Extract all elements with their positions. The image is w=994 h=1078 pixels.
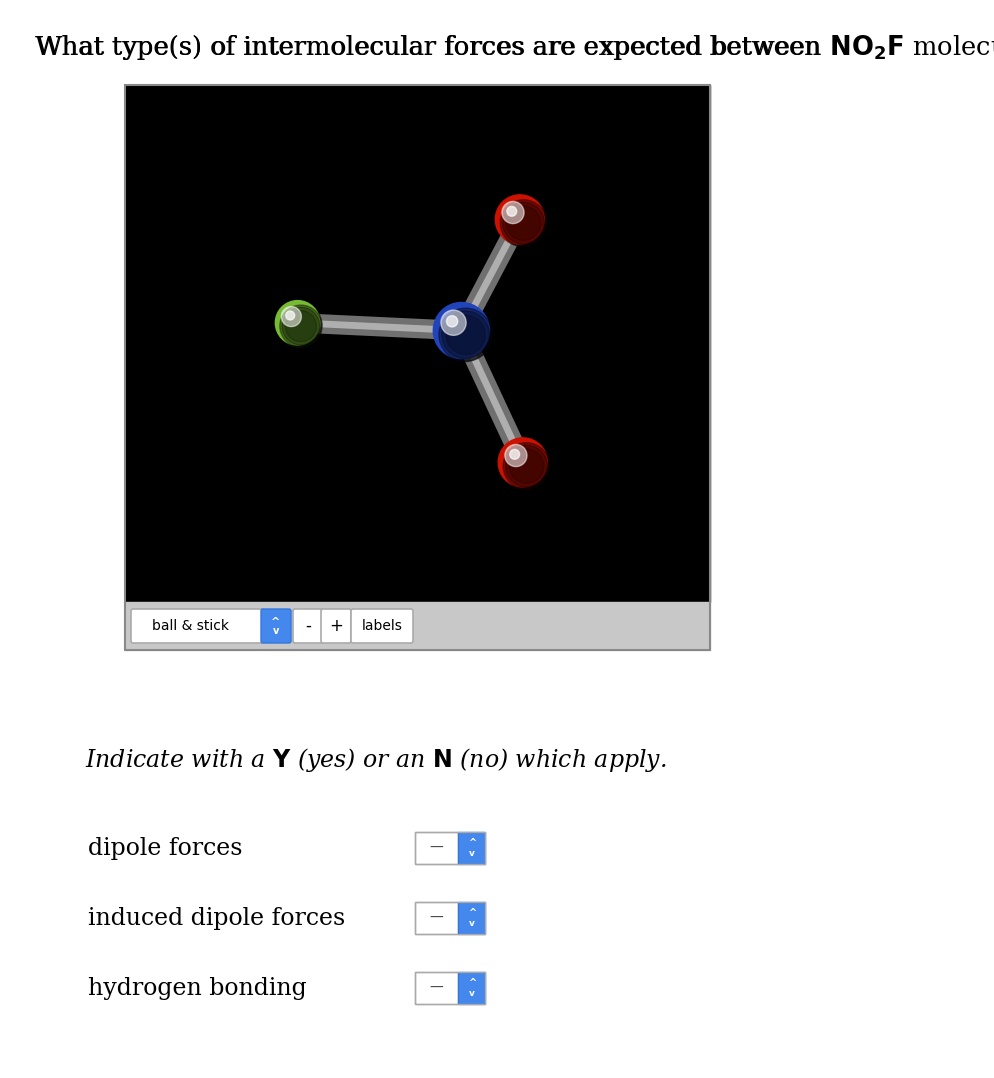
Text: hydrogen bonding: hydrogen bonding [88, 977, 307, 999]
Text: ^: ^ [271, 617, 280, 627]
Circle shape [510, 450, 520, 459]
Circle shape [503, 203, 545, 244]
FancyBboxPatch shape [261, 609, 291, 642]
Circle shape [436, 305, 492, 361]
Bar [125, 602, 710, 650]
Bar [415, 902, 485, 934]
Circle shape [501, 440, 550, 489]
Bar [125, 85, 710, 650]
Circle shape [441, 310, 466, 335]
Text: ^: ^ [467, 978, 476, 989]
Text: —: — [429, 981, 443, 995]
Text: v: v [272, 626, 279, 636]
Text: ^: ^ [467, 908, 476, 918]
Text: What type(s) of intermolecular forces are expected between: What type(s) of intermolecular forces ar… [35, 34, 829, 59]
Text: —: — [429, 911, 443, 925]
Bar [125, 85, 710, 602]
Circle shape [502, 202, 524, 223]
Bar [415, 972, 458, 1004]
Circle shape [285, 310, 316, 342]
Circle shape [286, 312, 294, 320]
Circle shape [277, 303, 322, 347]
Text: v: v [469, 920, 475, 928]
Text: v: v [469, 849, 475, 858]
Text: +: + [329, 617, 343, 635]
Text: v: v [469, 990, 475, 998]
Circle shape [279, 305, 322, 347]
Circle shape [498, 197, 547, 247]
FancyBboxPatch shape [351, 609, 413, 642]
Circle shape [505, 444, 527, 467]
Circle shape [439, 308, 492, 361]
Circle shape [446, 315, 485, 355]
Text: What type(s) of intermolecular forces are expected between $\mathbf{NO_2F}$ mole: What type(s) of intermolecular forces ar… [35, 32, 994, 61]
Text: dipole forces: dipole forces [88, 837, 243, 859]
Circle shape [500, 199, 547, 247]
Circle shape [506, 445, 548, 487]
Bar [415, 902, 458, 934]
Circle shape [275, 301, 320, 345]
Bar [415, 832, 485, 863]
Circle shape [282, 307, 320, 345]
Circle shape [433, 303, 489, 359]
Circle shape [495, 195, 545, 244]
Bar [458, 972, 485, 1004]
Text: -: - [305, 617, 311, 635]
Text: ^: ^ [467, 838, 476, 848]
Bar [458, 902, 485, 934]
FancyBboxPatch shape [293, 609, 323, 642]
Circle shape [507, 206, 517, 217]
Circle shape [281, 306, 301, 327]
Circle shape [441, 310, 489, 359]
Text: induced dipole forces: induced dipole forces [88, 907, 345, 929]
Circle shape [503, 443, 550, 489]
Circle shape [446, 316, 457, 327]
Circle shape [498, 438, 548, 487]
FancyBboxPatch shape [321, 609, 351, 642]
Text: ball & stick: ball & stick [152, 619, 229, 633]
Text: Indicate with a $\mathit{\mathbf{Y}}$ (yes) or an $\mathit{\mathbf{N}}$ (no) whi: Indicate with a $\mathit{\mathbf{Y}}$ (y… [85, 746, 667, 774]
Bar [458, 832, 485, 863]
Text: —: — [429, 841, 443, 855]
Bar [415, 972, 485, 1004]
Text: labels: labels [362, 619, 403, 633]
Circle shape [506, 206, 541, 240]
Bar [415, 832, 458, 863]
FancyBboxPatch shape [131, 609, 265, 642]
Circle shape [509, 448, 544, 483]
